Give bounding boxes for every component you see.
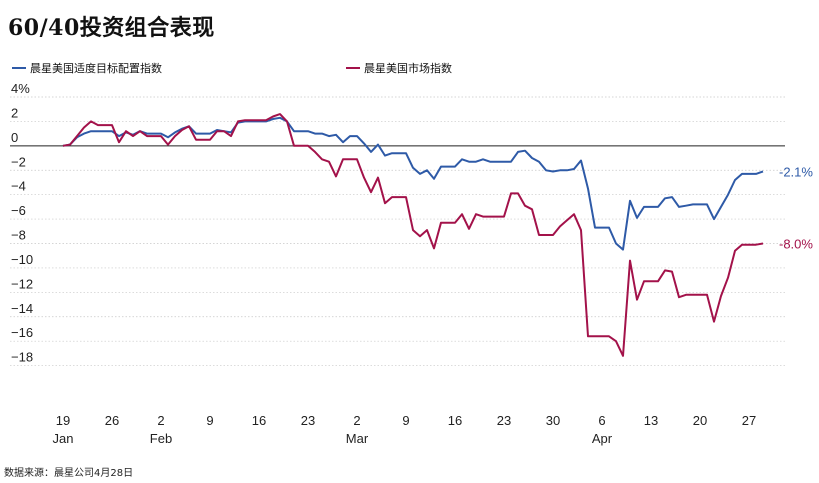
x-tick-label: 16	[252, 413, 266, 428]
end-label-1: -8.0%	[779, 237, 813, 252]
y-tick-label: 4%	[11, 81, 30, 96]
y-axis: 4% 2 0 −2 −4 −6 −8 −10 −12 −14 −16 −18	[11, 81, 33, 365]
series-line-1	[62, 113, 764, 357]
legend-item-balanced: 晨星美国适度目标配置指数	[12, 60, 162, 76]
x-tick-label: 9	[402, 413, 409, 428]
x-tick-label: 23	[301, 413, 315, 428]
x-month-label: Feb	[150, 431, 172, 446]
source-note: 数据来源：晨星公司4月28日	[4, 468, 134, 479]
x-tick-label: 2	[157, 413, 164, 428]
x-month-label: Mar	[346, 431, 369, 446]
y-tick-label: 2	[11, 105, 18, 120]
x-month-label: Jan	[53, 431, 74, 446]
legend-label-balanced: 晨星美国适度目标配置指数	[30, 62, 162, 75]
x-tick-label: 16	[448, 413, 462, 428]
series-lines	[62, 113, 764, 357]
y-tick-label: −2	[11, 154, 26, 169]
y-tick-label: −10	[11, 252, 33, 267]
y-tick-label: −4	[11, 179, 26, 194]
y-tick-label: −6	[11, 203, 26, 218]
legend-swatch-market	[346, 67, 360, 69]
x-tick-label: 26	[105, 413, 119, 428]
x-month-label: Apr	[592, 431, 613, 446]
x-tick-label: 19	[56, 413, 70, 428]
x-tick-label: 20	[693, 413, 707, 428]
legend-item-market: 晨星美国市场指数	[346, 60, 452, 76]
y-tick-label: −16	[11, 325, 33, 340]
legend-swatch-balanced	[12, 67, 26, 69]
gridlines	[10, 96, 785, 366]
y-tick-label: −12	[11, 276, 33, 291]
y-tick-label: −14	[11, 301, 33, 316]
x-tick-label: 2	[353, 413, 360, 428]
legend-label-market: 晨星美国市场指数	[364, 62, 452, 75]
x-tick-label: 30	[546, 413, 560, 428]
chart-title: 60/40投资组合表现	[8, 15, 215, 41]
end-label-0: -2.1%	[779, 164, 813, 179]
end-labels: -2.1% -8.0%	[779, 164, 813, 251]
x-tick-label: 13	[644, 413, 658, 428]
y-tick-label: −18	[11, 350, 33, 365]
x-tick-label: 9	[206, 413, 213, 428]
x-axis: 19 Jan 26 2 Feb 9 16 23 2 Mar 9 16 23 30 6 Apr 13 20 27	[53, 413, 757, 446]
x-tick-label: 27	[742, 413, 756, 428]
x-tick-label: 6	[598, 413, 605, 428]
y-tick-label: −8	[11, 228, 26, 243]
x-tick-label: 23	[497, 413, 511, 428]
y-tick-label: 0	[11, 130, 18, 145]
series-line-0	[62, 116, 764, 251]
